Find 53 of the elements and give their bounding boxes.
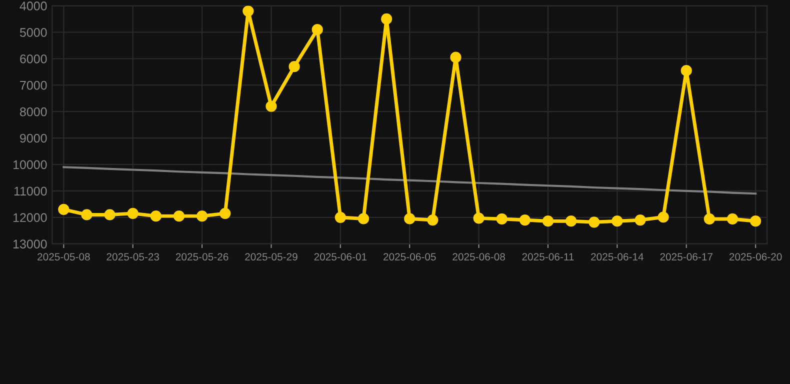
point bbox=[450, 52, 462, 63]
y-tick-label: 13000 bbox=[13, 240, 47, 248]
point bbox=[566, 216, 577, 227]
x-tick-label: 2025-06-08 bbox=[452, 253, 505, 261]
x-tick-label: 2025-06-20 bbox=[729, 253, 782, 261]
x-tick-label: 2025-05-26 bbox=[176, 253, 228, 261]
point bbox=[358, 213, 370, 224]
x-tick-label: 2025-06-17 bbox=[660, 253, 712, 261]
point bbox=[519, 214, 530, 226]
point bbox=[380, 13, 392, 25]
point bbox=[542, 216, 554, 227]
x-tick-label: 2025-05-23 bbox=[106, 253, 160, 261]
y-tick-label: 7000 bbox=[20, 80, 47, 90]
y-tick-label: 6000 bbox=[20, 54, 47, 64]
point bbox=[81, 209, 92, 220]
point bbox=[220, 208, 231, 219]
point bbox=[58, 204, 70, 216]
x-tick-label: 2025-06-11 bbox=[522, 253, 574, 261]
x-tick-label: 2025-05-29 bbox=[245, 253, 298, 261]
point bbox=[334, 212, 346, 223]
point bbox=[127, 208, 138, 219]
point bbox=[473, 212, 484, 224]
point bbox=[427, 214, 438, 226]
x-tick-label: 2025-06-14 bbox=[591, 253, 644, 261]
point bbox=[634, 214, 646, 226]
point bbox=[242, 6, 254, 17]
point bbox=[150, 210, 162, 222]
x-tick-label: 2025-06-05 bbox=[384, 253, 436, 261]
line-series bbox=[62, 166, 757, 195]
point bbox=[750, 216, 762, 227]
point bbox=[680, 65, 692, 76]
y-tick-label: 4000 bbox=[20, 2, 47, 10]
point bbox=[658, 212, 669, 223]
x-tick-label: 2025-06-01 bbox=[314, 253, 367, 261]
point bbox=[288, 61, 300, 72]
y-tick-label: 12000 bbox=[13, 213, 47, 222]
point bbox=[104, 209, 116, 220]
point bbox=[404, 213, 416, 224]
y-tick-label: 11000 bbox=[14, 186, 47, 196]
y-tick-label: 9000 bbox=[20, 134, 47, 143]
point bbox=[266, 100, 277, 112]
point bbox=[196, 210, 208, 222]
y-tick-label: 5000 bbox=[20, 28, 47, 37]
point bbox=[726, 213, 738, 225]
point bbox=[312, 24, 323, 36]
y-tick-label: 8000 bbox=[20, 107, 47, 116]
x-tick-label: 2025-05-08 bbox=[38, 253, 90, 261]
point bbox=[612, 216, 623, 227]
point bbox=[496, 213, 508, 225]
point bbox=[173, 210, 185, 222]
y-tick-label: 10000 bbox=[13, 160, 47, 170]
point bbox=[588, 216, 600, 228]
point bbox=[704, 213, 715, 225]
